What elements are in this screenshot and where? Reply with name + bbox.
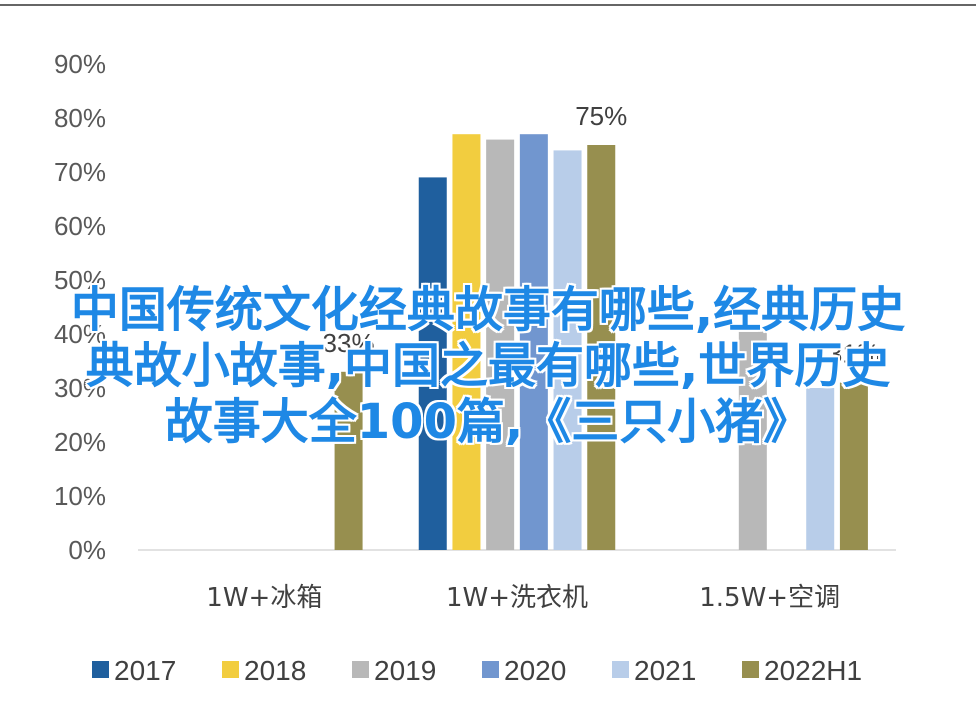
bar-2019 [486,139,515,550]
legend-label: 2017 [114,655,176,686]
y-tick-label: 0% [68,535,106,565]
legend-label: 2018 [244,655,306,686]
legend-swatch-2021 [612,661,629,678]
y-tick-label: 40% [54,319,106,349]
legend-swatch-2017 [92,661,109,678]
bar-2021 [553,150,582,550]
legend-swatch-2018 [222,661,239,678]
y-tick-label: 80% [54,103,106,133]
data-label: 31% [828,339,880,369]
bar-2018 [452,134,481,550]
legend-swatch-2020 [482,661,499,678]
x-tick-label: 1W+冰箱 [206,583,322,613]
bar-2022H1 [839,382,868,550]
x-tick-label: 1.5W+空调 [699,583,840,613]
bar-2020 [519,134,548,550]
legend-label: 2020 [504,655,566,686]
y-tick-label: 10% [54,481,106,511]
data-label: 75% [575,101,627,131]
legend-label: 2021 [634,655,696,686]
y-tick-label: 30% [54,373,106,403]
bar-2022H1 [587,145,616,550]
y-tick-label: 50% [54,265,106,295]
legend-label: 2022H1 [764,655,862,686]
y-tick-label: 70% [54,157,106,187]
legend-label: 2019 [374,655,436,686]
bar-2019 [738,328,767,550]
y-tick-label: 60% [54,211,106,241]
legend-swatch-2019 [352,661,369,678]
x-tick-label: 1W+洗衣机 [446,583,588,613]
y-tick-label: 20% [54,427,106,457]
bar-2022H1 [334,371,363,550]
bar-2021 [806,388,835,550]
data-label: 33% [323,328,375,358]
bar-2017 [418,177,447,550]
legend-swatch-2022H1 [742,661,759,678]
y-tick-label: 90% [54,49,106,79]
